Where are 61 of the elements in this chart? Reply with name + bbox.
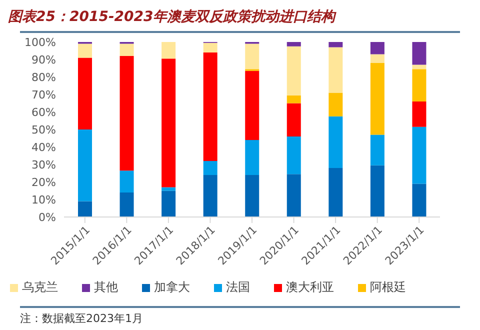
bar xyxy=(78,201,92,217)
legend-label: 阿根廷 xyxy=(370,280,406,294)
legend-label: 法国 xyxy=(226,280,250,294)
bar xyxy=(286,174,301,217)
bar xyxy=(120,56,134,171)
bar xyxy=(162,187,176,191)
bar xyxy=(245,175,260,217)
bar xyxy=(203,175,218,217)
bar xyxy=(370,134,384,166)
bar xyxy=(162,42,176,59)
bar xyxy=(412,42,426,65)
bar xyxy=(370,54,384,63)
bar xyxy=(412,184,426,217)
bar xyxy=(370,63,384,135)
bar xyxy=(370,165,384,217)
bar xyxy=(328,92,343,116)
legend-label: 乌克兰 xyxy=(22,280,58,294)
bar xyxy=(286,103,301,136)
bar xyxy=(120,192,134,217)
bar xyxy=(328,42,343,48)
bar xyxy=(370,42,384,54)
legend-label: 澳大利亚 xyxy=(286,280,334,294)
bar xyxy=(162,190,176,217)
bar xyxy=(78,130,92,202)
y-tick-label: 90% xyxy=(32,53,56,66)
bar xyxy=(245,140,260,175)
y-tick-label: 100% xyxy=(24,36,56,49)
bar xyxy=(328,47,343,93)
bar xyxy=(286,46,301,96)
y-tick-label: 10% xyxy=(32,193,56,206)
y-tick-label: 60% xyxy=(32,106,56,119)
y-tick-label: 70% xyxy=(32,88,56,102)
bar xyxy=(120,44,134,56)
bar xyxy=(412,102,426,127)
bar xyxy=(412,126,426,184)
bar xyxy=(286,42,301,46)
bar xyxy=(328,116,343,168)
y-tick-label: 0% xyxy=(38,210,56,224)
y-tick-label: 50% xyxy=(32,123,56,136)
y-tick-label: 30% xyxy=(32,158,56,172)
legend-label: 其他 xyxy=(94,280,118,294)
bar xyxy=(203,161,218,175)
bar xyxy=(120,170,134,192)
bar xyxy=(162,58,176,188)
y-tick-label: 80% xyxy=(32,70,56,84)
y-tick-label: 40% xyxy=(32,140,56,154)
y-tick-label: 20% xyxy=(32,176,56,189)
bar xyxy=(286,95,301,104)
chart-title: 图表25：2015-2023年澳麦双反政策扰动进口结构 xyxy=(8,8,336,26)
bar xyxy=(412,64,426,70)
bar xyxy=(328,168,343,217)
bar xyxy=(412,69,426,102)
bar xyxy=(286,136,301,174)
text: 注：数据截至2023年1月 xyxy=(20,311,143,326)
bar xyxy=(78,44,92,58)
bar xyxy=(245,44,260,70)
bar xyxy=(203,42,218,52)
bar xyxy=(78,58,92,130)
bar xyxy=(245,70,260,140)
bar xyxy=(203,52,218,161)
legend-label: 加拿大 xyxy=(154,280,190,294)
